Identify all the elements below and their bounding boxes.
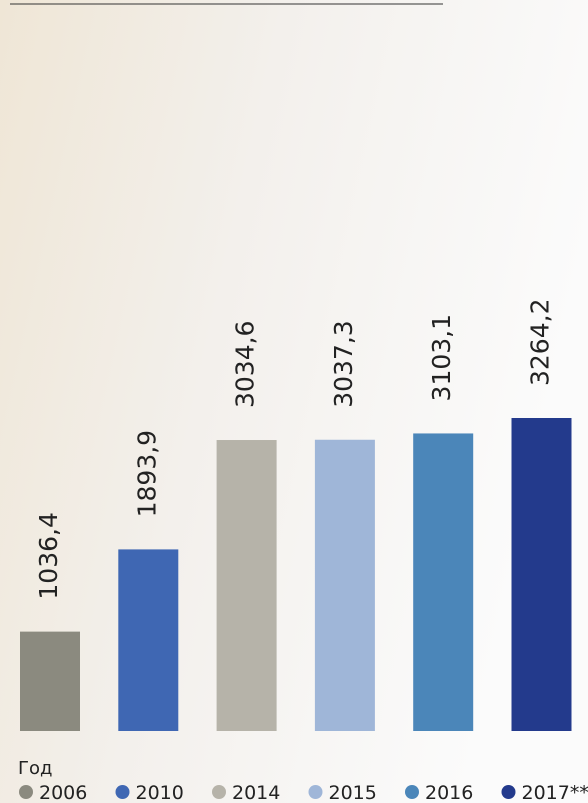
value-label: 1893,9 <box>132 430 161 517</box>
value-label: 3037,3 <box>329 320 358 407</box>
value-label: 3034,6 <box>231 321 260 408</box>
value-label: 3103,1 <box>427 314 456 401</box>
legend-swatch <box>116 785 130 799</box>
legend-swatch <box>19 785 33 799</box>
legend-swatch <box>405 785 419 799</box>
chart: Год 1036,4 2006 1893,9 2010 3034,6 2014 3037,3… <box>0 0 588 803</box>
value-label: 1036,4 <box>34 512 63 599</box>
page: Год 1036,4 2006 1893,9 2010 3034,6 2014 3037,3… <box>0 0 588 803</box>
bar <box>315 440 375 731</box>
legend-swatch <box>309 785 323 799</box>
background <box>0 0 588 803</box>
legend-label: 2010 <box>136 782 184 803</box>
bar <box>20 632 80 731</box>
legend-swatch <box>212 785 226 799</box>
legend-swatch <box>502 785 516 799</box>
bar <box>512 418 572 731</box>
legend-label: 2016 <box>425 782 473 803</box>
value-label: 3264,2 <box>526 299 555 386</box>
bar <box>217 440 277 731</box>
legend-label: 2017** <box>522 782 588 803</box>
legend-label: 2015 <box>329 782 377 803</box>
legend-label: 2006 <box>39 782 87 803</box>
bar <box>118 549 178 731</box>
legend-label: 2014 <box>232 782 280 803</box>
bar <box>413 433 473 731</box>
legend-title: Год <box>18 758 52 779</box>
